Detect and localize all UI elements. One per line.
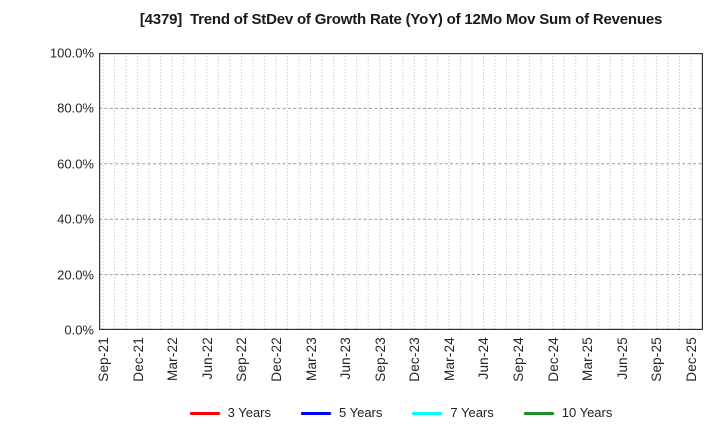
plot-area [99,53,703,330]
legend-label: 10 Years [561,405,613,420]
x-tick-label: Mar-22 [165,337,181,381]
legend-label: 7 Years [450,405,494,420]
legend-item-10-years: 10 Years [523,405,613,421]
legend-label: 3 Years [227,405,271,420]
y-tick-label: 80.0% [57,100,94,116]
x-tick-label: Jun-22 [199,337,215,380]
legend-item-5-years: 5 Years [301,405,382,421]
x-tick-label: Dec-24 [545,337,561,382]
x-tick-label: Mar-23 [303,337,319,381]
x-tick-label: Dec-22 [268,337,284,382]
x-tick-label: Jun-25 [614,337,630,380]
x-tick-label: Jun-23 [338,337,354,380]
legend: 3 Years 5 Years 7 Years 10 Years [99,404,703,422]
y-axis-labels: 100.0% 80.0% 60.0% 40.0% 20.0% 0.0% [0,0,94,440]
legend-item-7-years: 7 Years [412,405,494,421]
y-tick-label: 60.0% [57,156,94,172]
y-tick-label: 100.0% [49,45,94,61]
x-tick-label: Dec-23 [407,337,423,382]
x-tick-label: Sep-21 [96,337,111,382]
legend-line-icon [189,411,220,415]
x-tick-label: Jun-24 [476,337,492,380]
x-tick-label: Sep-23 [372,337,388,382]
legend-line-icon [412,411,443,415]
legend-label: 5 Years [339,405,383,420]
y-tick-label: 20.0% [57,267,94,283]
x-tick-label: Dec-21 [130,337,146,382]
y-tick-label: 40.0% [57,211,94,227]
x-tick-label: Mar-25 [580,337,596,381]
legend-line-icon [523,411,554,415]
x-tick-label: Mar-24 [441,337,457,381]
legend-line-icon [301,411,331,415]
y-tick-label: 0.0% [64,322,94,338]
plot-border [99,53,703,330]
chart-title: [4379] Trend of StDev of Growth Rate (Yo… [139,11,663,28]
x-tick-label: Sep-25 [649,337,665,382]
x-tick-label: Dec-25 [684,337,700,382]
x-tick-label: Sep-22 [234,337,250,382]
x-tick-label: Sep-24 [511,337,527,382]
legend-item-3-years: 3 Years [189,405,271,421]
